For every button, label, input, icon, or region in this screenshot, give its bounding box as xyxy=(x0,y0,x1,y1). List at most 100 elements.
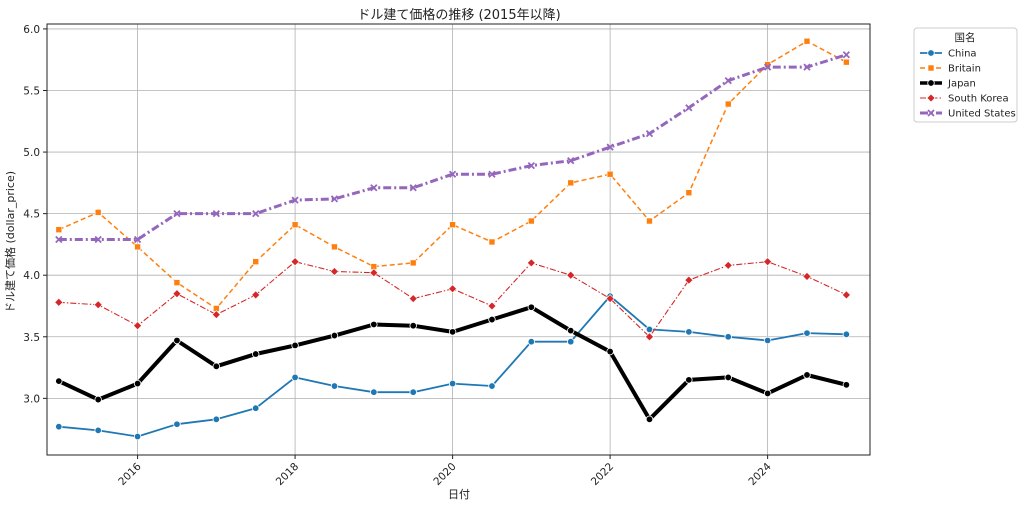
united-states-point xyxy=(606,143,614,151)
south-korea-point xyxy=(684,275,694,285)
united-states-point xyxy=(133,235,142,244)
legend-label: Britain xyxy=(948,64,981,75)
united-states-point xyxy=(842,51,851,59)
britain-point xyxy=(646,217,653,225)
china-point xyxy=(842,330,851,339)
x-axis-ticks: 2016 2018 2020 2022 2024 xyxy=(116,455,774,488)
y-axis-title: ドル建て価格 (dollar_price) xyxy=(3,171,17,313)
south-korea-point xyxy=(645,332,654,342)
series-united-states xyxy=(55,51,851,244)
china-point xyxy=(370,388,378,396)
britain-point xyxy=(528,217,535,225)
united-states-point xyxy=(763,63,772,71)
south-korea-point xyxy=(172,289,182,299)
y-axis-ticks: 3.0 3.5 4.0 4.5 5.0 5.5 6.0 xyxy=(23,24,47,405)
china-point xyxy=(685,328,693,336)
plot-frame xyxy=(46,23,871,456)
britain-point xyxy=(843,58,850,66)
united-states-point xyxy=(685,104,693,112)
china-point xyxy=(291,373,299,382)
britain-point xyxy=(567,179,575,187)
japan-point xyxy=(685,376,693,384)
japan-point xyxy=(842,381,851,389)
china-point xyxy=(330,382,339,390)
britain-point xyxy=(134,243,141,251)
legend-china-point xyxy=(927,49,935,57)
china-point xyxy=(212,415,221,423)
japan-point xyxy=(645,415,654,423)
britain-point xyxy=(685,189,693,197)
south-korea-point xyxy=(93,300,103,310)
south-korea-point xyxy=(133,321,142,331)
britain-point xyxy=(252,258,260,265)
legend-britain-point xyxy=(927,64,935,72)
britain-point xyxy=(55,226,63,233)
y-tick-label: 3.5 xyxy=(23,332,40,344)
south-korea-point xyxy=(763,257,773,267)
united-states-point xyxy=(55,235,63,244)
y-tick-label: 4.0 xyxy=(23,270,40,282)
japan-point xyxy=(55,377,63,385)
japan-point xyxy=(527,303,536,311)
china-point xyxy=(448,379,457,388)
x-tick-label: 2022 xyxy=(589,461,616,488)
legend-united-states-point xyxy=(927,109,935,117)
legend: 国名 China Britain Japan South Korea United St… xyxy=(913,27,1018,123)
x-tick-label: 2020 xyxy=(431,461,458,488)
united-states-point xyxy=(94,235,102,244)
legend-item-britain: Britain xyxy=(920,64,981,75)
united-states-point xyxy=(409,184,417,192)
legend-label: China xyxy=(948,49,977,60)
united-states-point xyxy=(803,63,811,71)
japan-point xyxy=(133,379,142,388)
united-states-point xyxy=(527,161,535,170)
y-tick-label: 3.0 xyxy=(23,393,40,405)
britain-point xyxy=(94,209,102,216)
china-point xyxy=(488,382,496,390)
japan-point xyxy=(330,331,339,340)
south-korea-point xyxy=(841,290,851,300)
y-tick-label: 5.5 xyxy=(23,85,40,97)
britain-point xyxy=(331,243,338,251)
united-states-point xyxy=(567,157,575,165)
japan-point xyxy=(252,350,260,358)
japan-point xyxy=(94,395,102,404)
south-korea-point xyxy=(290,257,300,267)
legend-japan-point xyxy=(927,79,935,87)
y-tick-label: 4.5 xyxy=(23,209,40,221)
japan-point xyxy=(567,326,575,335)
china-point xyxy=(173,420,181,428)
south-korea-point xyxy=(330,267,339,276)
china-point xyxy=(567,338,575,346)
china-point xyxy=(409,388,417,396)
series-china xyxy=(55,292,851,441)
japan-point xyxy=(724,373,732,382)
japan-point xyxy=(370,320,378,329)
x-tick-label: 2018 xyxy=(274,461,301,488)
china-point xyxy=(527,338,536,346)
united-states-point xyxy=(370,184,378,192)
china-point xyxy=(803,329,811,337)
united-states-point xyxy=(291,196,299,204)
japan-point xyxy=(409,322,417,330)
united-states-point xyxy=(645,129,654,138)
britain-point xyxy=(803,37,811,45)
series-britain xyxy=(55,37,850,312)
south-korea-point xyxy=(54,297,64,307)
south-korea-point xyxy=(251,290,261,300)
china-point xyxy=(94,426,102,435)
britain-point xyxy=(409,259,417,267)
legend-item-japan: Japan xyxy=(920,79,976,90)
japan-point xyxy=(803,371,811,379)
china-point xyxy=(252,404,260,412)
south-korea-point xyxy=(408,294,418,304)
united-states-point xyxy=(252,210,260,218)
legend-label: South Korea xyxy=(948,94,1009,105)
south-korea-point xyxy=(566,270,576,280)
china-point xyxy=(645,325,654,334)
south-korea-point xyxy=(605,294,615,304)
south-korea-point xyxy=(448,284,458,294)
x-tick-label: 2016 xyxy=(116,460,144,488)
south-korea-point xyxy=(723,260,733,270)
